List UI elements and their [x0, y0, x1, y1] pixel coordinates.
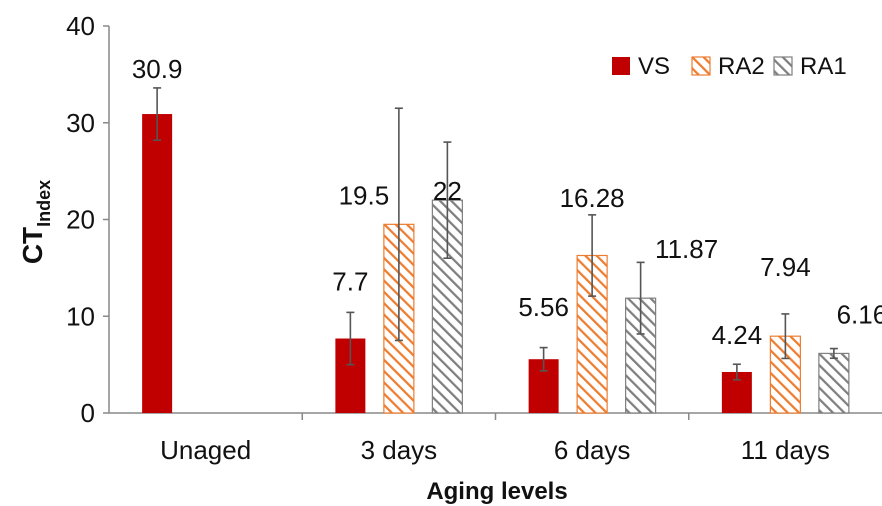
legend-label-ra2: RA2 — [718, 53, 765, 80]
y-tick-label: 10 — [66, 301, 95, 331]
x-tick-label: 3 days — [361, 435, 438, 465]
data-label: 30.9 — [132, 54, 183, 84]
data-label: 5.56 — [518, 292, 569, 322]
data-label: 11.87 — [655, 234, 718, 264]
x-tick-label: Unaged — [160, 435, 251, 465]
legend-swatch-ra2 — [691, 56, 711, 76]
y-tick-label: 30 — [66, 108, 95, 138]
y-tick-label: 0 — [81, 398, 95, 428]
data-label: 19.5 — [339, 180, 390, 210]
legend-label-vs: VS — [638, 53, 670, 80]
x-tick-label: 6 days — [554, 435, 631, 465]
x-axis-title: Aging levels — [426, 478, 567, 505]
y-tick-label: 40 — [66, 11, 95, 41]
legend-swatch-vs — [612, 57, 630, 75]
legend: VS RA2 RA1 — [612, 53, 847, 80]
data-label: 4.24 — [712, 320, 763, 350]
y-axis-title-sub: Index — [34, 180, 54, 227]
y-tick-label: 20 — [66, 205, 95, 235]
legend-label-ra1: RA1 — [800, 53, 847, 80]
bar-vs — [142, 114, 173, 413]
y-axis-title: CTIndex — [17, 180, 54, 264]
data-label: 7.7 — [332, 267, 368, 297]
data-label: 22 — [433, 176, 462, 206]
svg-text:CTIndex: CTIndex — [17, 180, 54, 264]
x-tick-label: 11 days — [741, 435, 830, 465]
plot-area: 0 10 20 30 40 Unaged 3 days 6 days 11 days 30.9 7.… — [66, 11, 882, 465]
data-label: 7.94 — [760, 252, 811, 282]
bar-ra1 — [818, 352, 850, 414]
data-label: 16.28 — [560, 183, 625, 213]
legend-swatch-ra1 — [773, 56, 793, 76]
data-label: 6.16 — [837, 299, 882, 329]
y-axis-title-main: CT — [17, 227, 48, 264]
